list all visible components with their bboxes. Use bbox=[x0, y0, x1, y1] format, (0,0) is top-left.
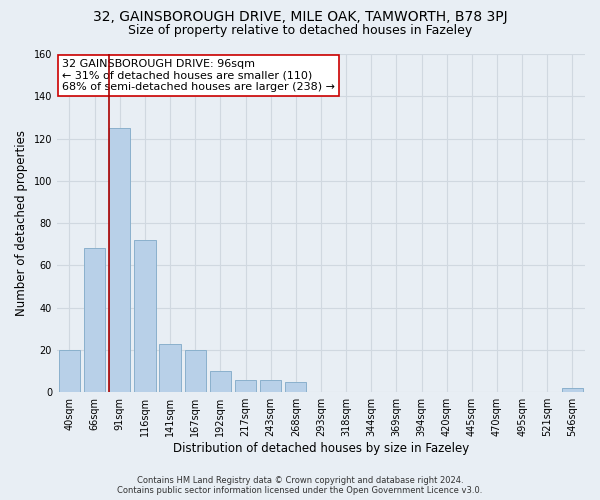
X-axis label: Distribution of detached houses by size in Fazeley: Distribution of detached houses by size … bbox=[173, 442, 469, 455]
Bar bbox=[134, 240, 155, 392]
Bar bbox=[185, 350, 206, 392]
Text: 32 GAINSBOROUGH DRIVE: 96sqm
← 31% of detached houses are smaller (110)
68% of s: 32 GAINSBOROUGH DRIVE: 96sqm ← 31% of de… bbox=[62, 59, 335, 92]
Bar bbox=[160, 344, 181, 392]
Bar bbox=[235, 380, 256, 392]
Text: 32, GAINSBOROUGH DRIVE, MILE OAK, TAMWORTH, B78 3PJ: 32, GAINSBOROUGH DRIVE, MILE OAK, TAMWOR… bbox=[92, 10, 508, 24]
Bar bbox=[84, 248, 106, 392]
Bar bbox=[209, 371, 231, 392]
Text: Contains HM Land Registry data © Crown copyright and database right 2024.
Contai: Contains HM Land Registry data © Crown c… bbox=[118, 476, 482, 495]
Bar bbox=[109, 128, 130, 392]
Y-axis label: Number of detached properties: Number of detached properties bbox=[15, 130, 28, 316]
Bar bbox=[260, 380, 281, 392]
Bar bbox=[285, 382, 307, 392]
Bar bbox=[562, 388, 583, 392]
Text: Size of property relative to detached houses in Fazeley: Size of property relative to detached ho… bbox=[128, 24, 472, 37]
Bar bbox=[59, 350, 80, 392]
